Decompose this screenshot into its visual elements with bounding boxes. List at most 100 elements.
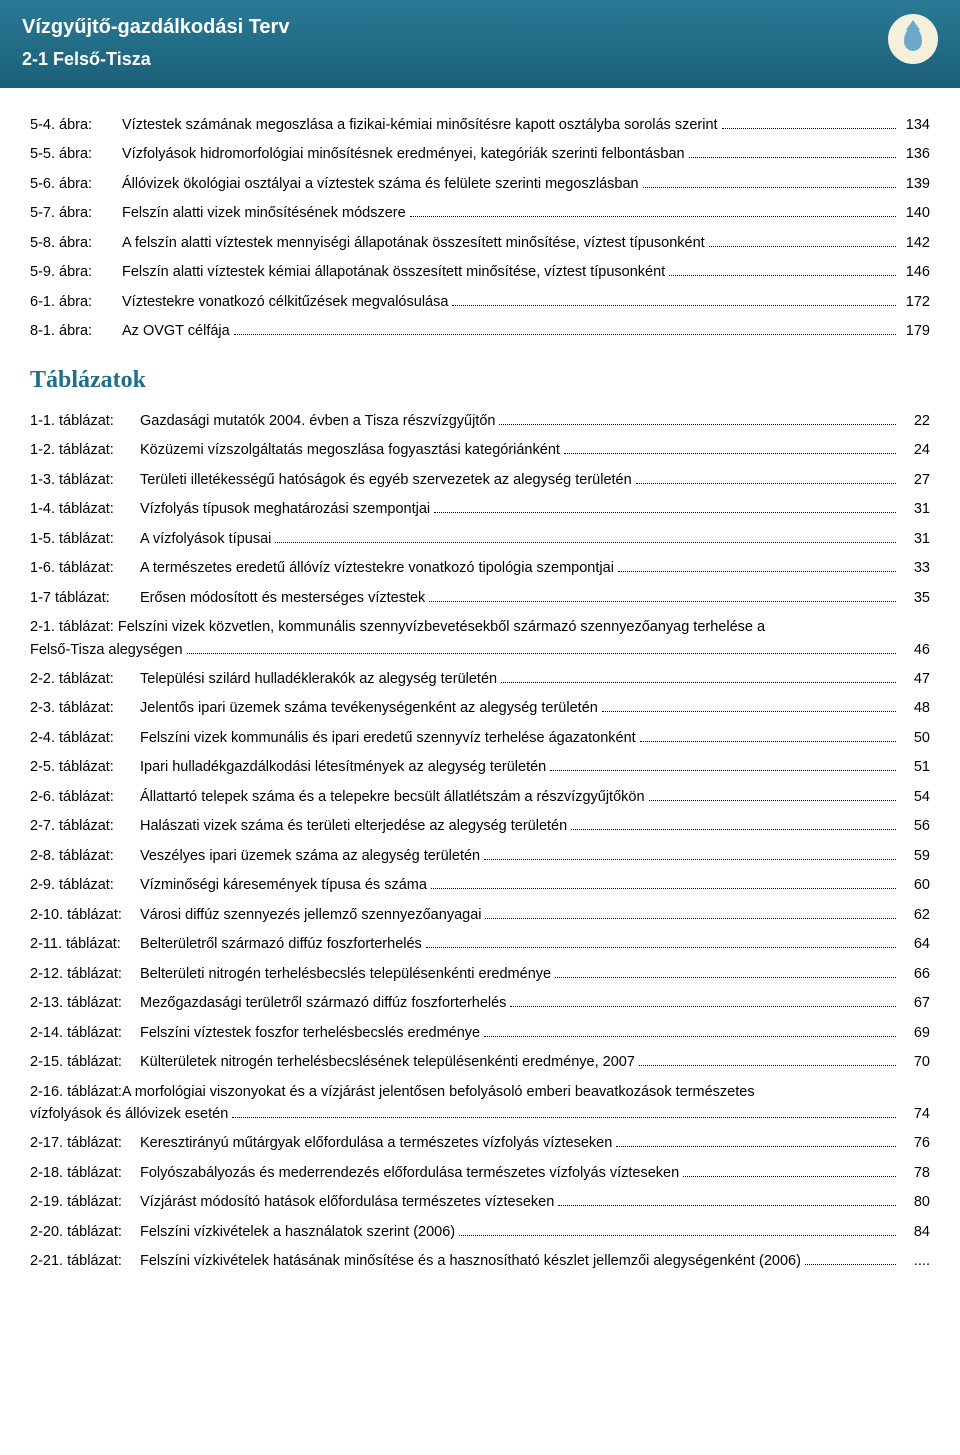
toc-entry-label: 5-8. ábra:: [30, 232, 122, 254]
toc-entry-page: 76: [900, 1132, 930, 1154]
toc-entry: 2-19. táblázat:Vízjárást módosító hatáso…: [30, 1191, 930, 1213]
toc-entry-label: 5-5. ábra:: [30, 143, 122, 165]
toc-entry-label: 2-16. táblázat:: [30, 1084, 122, 1100]
toc-entry-desc: Folyószabályozás és mederrendezés előfor…: [140, 1162, 679, 1184]
toc-entry-label: 2-18. táblázat:: [30, 1162, 140, 1184]
dot-leader: [410, 216, 896, 217]
dot-leader: [275, 542, 896, 543]
toc-entry-label: 1-3. táblázat:: [30, 469, 140, 491]
toc-entry: 2-16. táblázat:A morfológiai viszonyokat…: [30, 1081, 930, 1126]
dot-leader: [602, 711, 896, 712]
toc-entry-page: 56: [900, 815, 930, 837]
toc-entry-page: 31: [900, 498, 930, 520]
dot-leader: [501, 682, 896, 683]
toc-entry-desc: Vízfolyások hidromorfológiai minősítésne…: [122, 143, 685, 165]
toc-entry-desc: Felszíni vízkivételek hatásának minősíté…: [140, 1250, 801, 1272]
toc-entry-label: 2-10. táblázat:: [30, 904, 140, 926]
toc-entry-label: 2-5. táblázat:: [30, 756, 140, 778]
toc-entry-page: 66: [900, 963, 930, 985]
dot-leader: [555, 977, 896, 978]
toc-entry-desc: Víztestekre vonatkozó célkitűzések megva…: [122, 291, 448, 313]
toc-entry: 1-1. táblázat:Gazdasági mutatók 2004. év…: [30, 410, 930, 432]
toc-entry-label: 6-1. ábra:: [30, 291, 122, 313]
toc-entry-page: 48: [900, 697, 930, 719]
dot-leader: [616, 1146, 896, 1147]
dot-leader: [232, 1117, 896, 1118]
toc-entry-label: 2-2. táblázat:: [30, 668, 140, 690]
toc-entry: 1-2. táblázat:Közüzemi vízszolgáltatás m…: [30, 439, 930, 461]
toc-entry-page: 69: [900, 1022, 930, 1044]
toc-entry-desc: Külterületek nitrogén terhelésbecsléséne…: [140, 1051, 635, 1073]
dot-leader: [550, 770, 896, 771]
toc-entry-page: 51: [900, 756, 930, 778]
dot-leader: [564, 453, 896, 454]
figures-toc-list: 5-4. ábra:Víztestek számának megoszlása …: [30, 114, 930, 343]
dot-leader: [636, 483, 896, 484]
toc-entry-page: 172: [900, 291, 930, 313]
toc-entry: 2-11. táblázat:Belterületről származó di…: [30, 933, 930, 955]
toc-entry-label: 2-3. táblázat:: [30, 697, 140, 719]
toc-entry-desc: Felszíni vizek kommunális és ipari erede…: [140, 727, 636, 749]
toc-entry-label: 2-14. táblázat:: [30, 1022, 140, 1044]
toc-entry-desc: Jelentős ipari üzemek száma tevékenysége…: [140, 697, 598, 719]
toc-entry: 5-4. ábra:Víztestek számának megoszlása …: [30, 114, 930, 136]
toc-entry-label: 2-1. táblázat:: [30, 619, 118, 635]
toc-entry-desc: Felszíni víztestek foszfor terhelésbecsl…: [140, 1022, 480, 1044]
toc-entry-label: 5-6. ábra:: [30, 173, 122, 195]
toc-entry-desc: Ipari hulladékgazdálkodási létesítmények…: [140, 756, 546, 778]
toc-entry-page: 54: [900, 786, 930, 808]
toc-entry-desc: Erősen módosított és mesterséges víztest…: [140, 587, 425, 609]
toc-entry: 1-4. táblázat:Vízfolyás típusok meghatár…: [30, 498, 930, 520]
toc-entry: 2-18. táblázat:Folyószabályozás és meder…: [30, 1162, 930, 1184]
dot-leader: [429, 601, 896, 602]
toc-entry-page: 67: [900, 992, 930, 1014]
toc-entry-page: 136: [900, 143, 930, 165]
toc-entry-label: 5-7. ábra:: [30, 202, 122, 224]
toc-entry-page: 59: [900, 845, 930, 867]
toc-entry: 6-1. ábra:Víztestekre vonatkozó célkitűz…: [30, 291, 930, 313]
header-title: Vízgyűjtő-gazdálkodási Terv: [22, 16, 938, 39]
toc-entry-desc: Vízminőségi káresemények típusa és száma: [140, 874, 427, 896]
toc-entry-desc: Közüzemi vízszolgáltatás megoszlása fogy…: [140, 439, 560, 461]
toc-entry-label: 1-4. táblázat:: [30, 498, 140, 520]
dot-leader: [683, 1176, 896, 1177]
toc-entry-page: 31: [900, 528, 930, 550]
toc-entry-page: ....: [900, 1250, 930, 1272]
dot-leader: [689, 157, 896, 158]
toc-entry-label: 2-13. táblázat:: [30, 992, 140, 1014]
toc-entry-label: 1-2. táblázat:: [30, 439, 140, 461]
toc-entry-page: 62: [900, 904, 930, 926]
dot-leader: [187, 653, 896, 654]
toc-entry-page: 70: [900, 1051, 930, 1073]
toc-entry-page: 60: [900, 874, 930, 896]
toc-entry-page: 22: [900, 410, 930, 432]
toc-entry-page: 134: [900, 114, 930, 136]
toc-entry-label: 2-11. táblázat:: [30, 933, 140, 955]
toc-entry: 2-1. táblázat: Felszíni vizek közvetlen,…: [30, 616, 930, 661]
toc-entry-page: 35: [900, 587, 930, 609]
toc-entry-desc: Felső-Tisza alegységen: [30, 639, 183, 661]
toc-entry-desc: vízfolyások és állóvizek esetén: [30, 1103, 228, 1125]
header-subtitle: 2-1 Felső-Tisza: [22, 49, 938, 70]
toc-entry-label: 2-21. táblázat:: [30, 1250, 140, 1272]
toc-entry-desc: Felszíni vízkivételek a használatok szer…: [140, 1221, 455, 1243]
toc-entry: 2-7. táblázat:Halászati vizek száma és t…: [30, 815, 930, 837]
toc-entry-page: 179: [900, 320, 930, 342]
toc-entry-desc: Víztestek számának megoszlása a fizikai-…: [122, 114, 718, 136]
toc-entry-page: 78: [900, 1162, 930, 1184]
toc-entry-label: 2-8. táblázat:: [30, 845, 140, 867]
toc-entry-label: 2-6. táblázat:: [30, 786, 140, 808]
toc-entry: 2-8. táblázat:Veszélyes ipari üzemek szá…: [30, 845, 930, 867]
toc-entry: 2-5. táblázat:Ipari hulladékgazdálkodási…: [30, 756, 930, 778]
toc-entry-desc: Városi diffúz szennyezés jellemző szenny…: [140, 904, 481, 926]
toc-entry: 2-6. táblázat:Állattartó telepek száma é…: [30, 786, 930, 808]
toc-entry-desc: A természetes eredetű állóvíz víztestekr…: [140, 557, 614, 579]
toc-entry: 5-9. ábra:Felszín alatti víztestek kémia…: [30, 261, 930, 283]
toc-entry-label: 1-1. táblázat:: [30, 410, 140, 432]
toc-entry-page: 142: [900, 232, 930, 254]
toc-entry: 1-7 táblázat:Erősen módosított és mester…: [30, 587, 930, 609]
toc-entry-label: 5-4. ábra:: [30, 114, 122, 136]
dot-leader: [669, 275, 896, 276]
dot-leader: [426, 947, 896, 948]
dot-leader: [459, 1235, 896, 1236]
